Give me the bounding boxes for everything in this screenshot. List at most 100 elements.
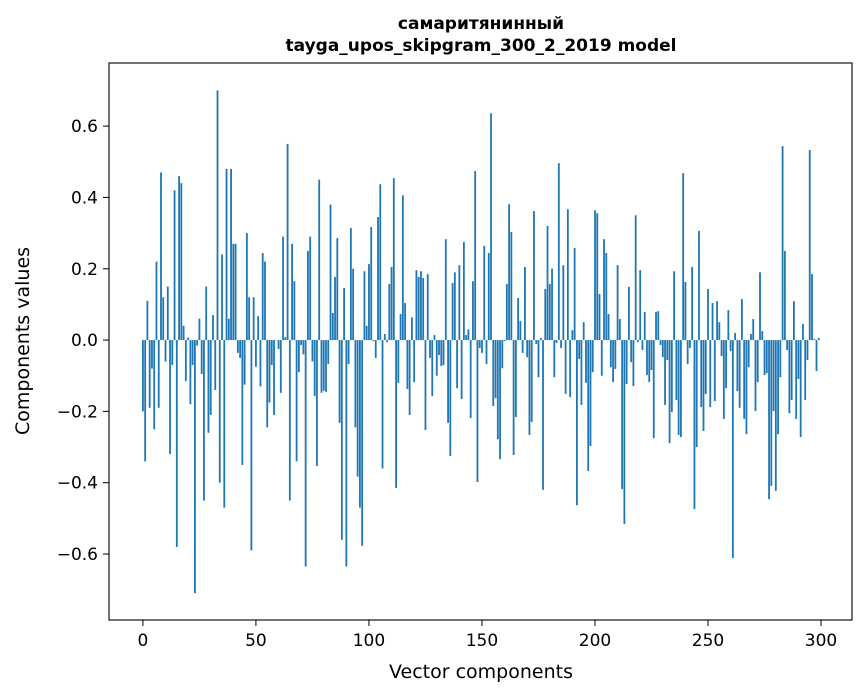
bar-component-115 xyxy=(401,195,404,341)
bar-component-99 xyxy=(365,325,368,341)
y-tick-label: 0.6 xyxy=(71,117,98,137)
bar-component-141 xyxy=(460,340,463,399)
bar-component-150 xyxy=(481,340,483,353)
x-tick-label: 200 xyxy=(579,631,611,651)
bar-component-103 xyxy=(374,340,377,358)
bar-component-199 xyxy=(591,340,594,373)
bar-component-60 xyxy=(277,340,280,349)
bar-component-223 xyxy=(646,340,648,376)
bar-component-256 xyxy=(720,340,723,357)
bar-component-232 xyxy=(666,340,669,361)
bar-component-19 xyxy=(184,340,187,382)
bar-component-106 xyxy=(381,340,384,469)
bar-component-69 xyxy=(297,340,300,373)
bar-component-29 xyxy=(207,340,210,433)
bar-component-131 xyxy=(438,340,440,356)
bar-component-89 xyxy=(343,288,345,341)
bar-component-292 xyxy=(802,324,804,341)
bar-component-246 xyxy=(698,230,700,341)
bar-component-198 xyxy=(589,340,592,446)
bar-component-81 xyxy=(325,340,327,392)
bar-component-163 xyxy=(510,232,513,341)
bar-component-140 xyxy=(458,265,461,341)
bar-component-47 xyxy=(248,297,251,341)
bar-component-210 xyxy=(616,265,619,341)
bar-component-79 xyxy=(320,340,323,393)
bar-component-78 xyxy=(318,179,321,341)
bar-component-188 xyxy=(566,209,569,341)
bar-component-229 xyxy=(659,340,662,346)
bar-component-243 xyxy=(691,266,694,341)
bar-component-112 xyxy=(395,340,397,489)
bar-component-75 xyxy=(311,340,314,362)
bar-component-296 xyxy=(811,274,813,341)
bar-component-179 xyxy=(546,225,549,341)
bar-component-205 xyxy=(605,253,608,341)
bar-component-156 xyxy=(494,340,497,399)
bar-component-42 xyxy=(236,340,239,353)
bar-component-186 xyxy=(562,265,565,341)
bar-component-128 xyxy=(431,340,434,397)
bar-component-170 xyxy=(526,340,529,358)
x-tick-label: 250 xyxy=(692,631,724,651)
bar-component-1 xyxy=(144,340,147,462)
bar-component-55 xyxy=(266,340,269,428)
bar-component-111 xyxy=(392,178,395,341)
bar-component-133 xyxy=(442,340,445,366)
bar-component-26 xyxy=(200,340,203,374)
bar-component-135 xyxy=(447,340,449,423)
x-tick-label: 0 xyxy=(137,631,148,651)
bar-component-274 xyxy=(761,331,764,341)
bar-component-8 xyxy=(160,172,162,341)
bar-component-268 xyxy=(747,340,750,368)
bar-component-84 xyxy=(331,312,334,341)
bar-component-144 xyxy=(467,329,470,341)
chart-title-line-1: самаритянинный xyxy=(398,14,564,34)
bar-component-31 xyxy=(212,315,214,341)
bar-component-174 xyxy=(535,340,538,344)
bar-component-168 xyxy=(521,340,524,353)
bar-component-48 xyxy=(250,340,253,551)
bar-component-126 xyxy=(426,274,429,341)
bar-component-291 xyxy=(799,340,802,438)
bar-component-92 xyxy=(349,228,352,341)
bar-component-190 xyxy=(571,330,574,341)
bar-component-56 xyxy=(268,340,271,403)
bar-component-43 xyxy=(239,340,242,358)
bar-component-259 xyxy=(727,310,730,341)
bar-component-157 xyxy=(496,340,499,440)
bar-component-202 xyxy=(598,294,601,341)
bar-component-293 xyxy=(804,340,807,400)
bar-component-134 xyxy=(444,239,447,341)
bar-component-251 xyxy=(709,340,712,408)
bar-component-36 xyxy=(223,340,226,508)
bar-component-219 xyxy=(637,340,639,343)
bar-component-2 xyxy=(146,300,149,341)
bar-component-216 xyxy=(630,340,633,363)
bar-component-211 xyxy=(618,319,621,341)
bar-component-41 xyxy=(234,243,237,341)
bar-component-248 xyxy=(702,340,705,431)
bar-component-263 xyxy=(736,340,739,392)
y-tick-label: 0.2 xyxy=(71,260,98,280)
bar-component-16 xyxy=(178,176,180,341)
bar-component-52 xyxy=(259,340,262,387)
bar-component-147 xyxy=(474,171,477,341)
bar-component-123 xyxy=(420,271,422,341)
x-tick-label: 50 xyxy=(245,631,267,651)
bar-component-287 xyxy=(790,340,793,400)
y-tick-label: 0.4 xyxy=(71,188,98,208)
bar-component-241 xyxy=(686,340,689,364)
bar-component-224 xyxy=(648,340,651,383)
bar-component-235 xyxy=(673,271,676,341)
bar-component-196 xyxy=(585,340,587,383)
bar-component-143 xyxy=(465,335,468,341)
bar-component-255 xyxy=(718,322,721,341)
bar-component-247 xyxy=(700,340,703,408)
bar-component-76 xyxy=(313,340,316,397)
bars-group xyxy=(142,90,820,594)
bar-component-7 xyxy=(157,340,160,408)
bar-component-94 xyxy=(354,340,357,428)
bar-component-231 xyxy=(664,340,666,405)
